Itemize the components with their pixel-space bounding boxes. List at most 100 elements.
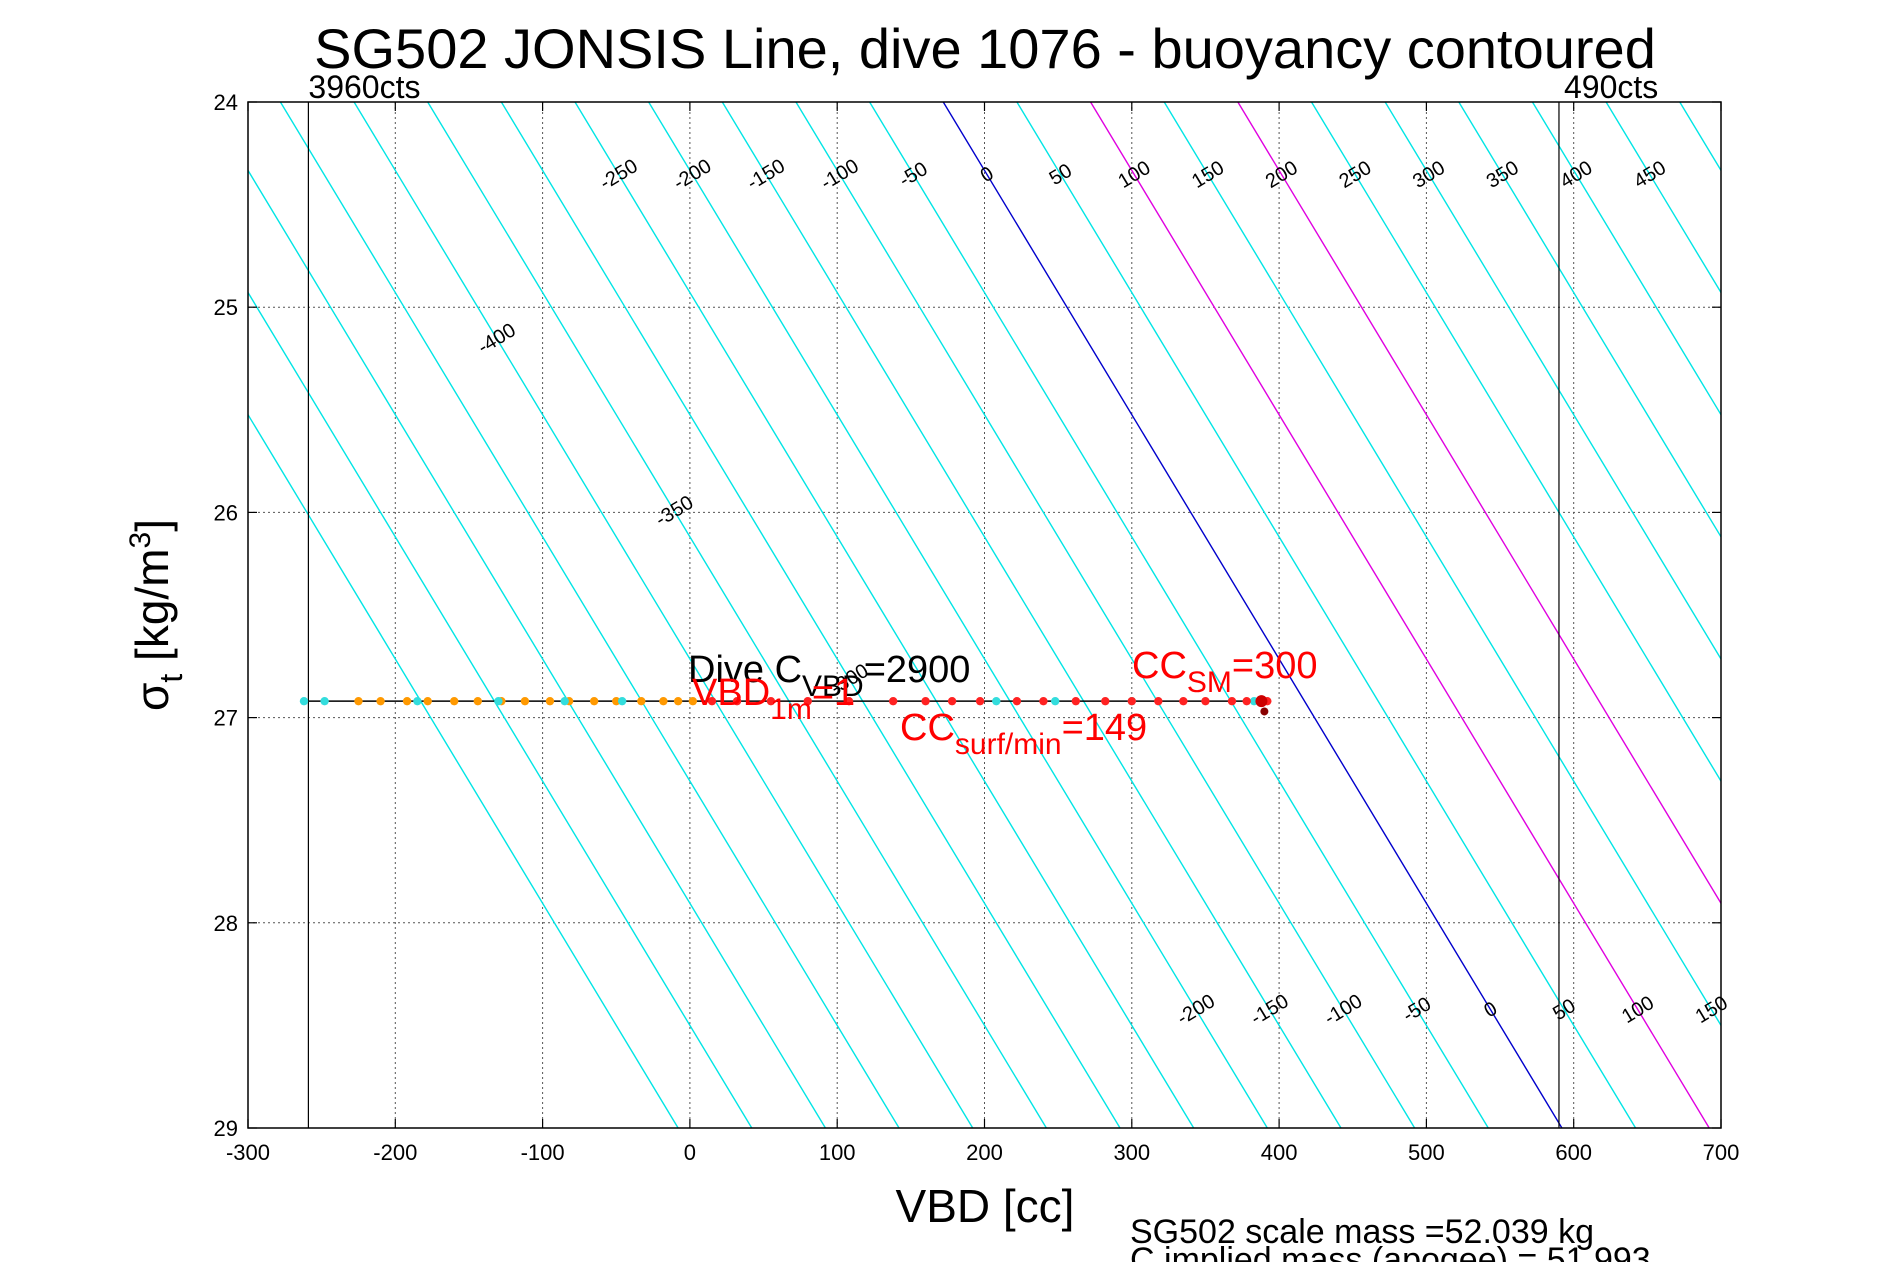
contour-line bbox=[1605, 102, 1721, 294]
dive-point bbox=[803, 696, 812, 706]
contour-line bbox=[1310, 102, 1721, 783]
dive-data bbox=[299, 695, 1272, 716]
dive-point bbox=[1071, 696, 1081, 706]
contour-line bbox=[795, 102, 1416, 1128]
cc-surf-min-annotation: CCsurf/min=149 bbox=[900, 707, 1147, 761]
dive-point bbox=[921, 696, 930, 706]
cc-sm-sub: SM bbox=[1187, 666, 1232, 699]
dive-point bbox=[423, 696, 432, 706]
dive-point bbox=[402, 696, 412, 706]
y-axis-label: σt [kg/m3] bbox=[124, 519, 189, 711]
plot-frame bbox=[247, 101, 1722, 1129]
y-tick-label: 29 bbox=[214, 1116, 238, 1141]
y-label-unit-sup: 3 bbox=[124, 532, 157, 549]
dive-point bbox=[494, 696, 503, 706]
contour-line bbox=[1753, 102, 1891, 1128]
vbd-1m-annotation: VBD1m=1 bbox=[692, 672, 855, 726]
contour-line bbox=[500, 102, 1121, 1128]
contour-line bbox=[353, 102, 974, 1128]
contour-label: 150 bbox=[1188, 157, 1228, 193]
dive-point bbox=[637, 696, 646, 706]
x-tick-label: 200 bbox=[966, 1140, 1003, 1165]
dive-c-vbd-annotation: Dive CVBD=2900 bbox=[688, 649, 970, 703]
contour-line bbox=[248, 291, 753, 1128]
dive-point bbox=[376, 696, 385, 706]
y-label-sub: t bbox=[153, 674, 189, 683]
contour-label: 450 bbox=[1630, 157, 1670, 193]
dive-point bbox=[545, 696, 555, 706]
dive-point bbox=[589, 696, 599, 706]
contour-label: 350 bbox=[1483, 157, 1523, 193]
dive-point bbox=[1179, 696, 1188, 706]
cc-sm-annotation: CCSM=300 bbox=[1132, 645, 1317, 699]
dive-point bbox=[947, 696, 957, 706]
cc-surf-min-sub: surf/min bbox=[955, 728, 1062, 761]
contour-label: 400 bbox=[1556, 157, 1596, 193]
dive-point bbox=[413, 696, 422, 706]
vbd-1m-post: =1 bbox=[812, 672, 855, 714]
y-label-sigma: σ bbox=[126, 683, 178, 711]
contour-label: 50 bbox=[1046, 160, 1076, 190]
x-tick-label: -200 bbox=[373, 1140, 417, 1165]
contour-line bbox=[1237, 102, 1721, 905]
cc-surf-min-post: =149 bbox=[1062, 707, 1148, 749]
apogee-marker bbox=[1260, 707, 1269, 716]
dive-c-sub: VBD bbox=[802, 670, 864, 703]
y-tick-label: 28 bbox=[214, 911, 238, 936]
contour-line bbox=[1827, 102, 1891, 1128]
x-tick-label: 600 bbox=[1555, 1140, 1592, 1165]
dive-point bbox=[1101, 696, 1110, 706]
dive-point bbox=[1242, 696, 1251, 706]
contour-label: -400 bbox=[474, 319, 520, 359]
dive-point bbox=[732, 696, 742, 706]
dive-point bbox=[1227, 696, 1237, 706]
contour-line bbox=[721, 102, 1342, 1128]
cc-surf-min-main: CC bbox=[900, 707, 955, 749]
contour-label: -250 bbox=[596, 155, 642, 195]
contour-line bbox=[248, 169, 827, 1128]
vbd-limit-label: 490cts bbox=[1564, 69, 1658, 105]
contour-line bbox=[427, 102, 1047, 1128]
contour-line bbox=[1163, 102, 1721, 1027]
contour-label: -350 bbox=[652, 492, 698, 532]
dive-point bbox=[320, 696, 329, 706]
contour-line bbox=[942, 102, 1563, 1128]
dive-point bbox=[617, 696, 627, 706]
y-tick-label: 26 bbox=[214, 500, 238, 525]
dive-point bbox=[1127, 696, 1137, 706]
contour-line bbox=[574, 102, 1195, 1128]
dive-point bbox=[673, 696, 683, 706]
contour-line bbox=[1384, 102, 1721, 661]
contour-label: 250 bbox=[1335, 157, 1375, 193]
footer-implied-rest: implied mass (apogee) = 51.993 bbox=[1155, 1241, 1651, 1262]
dive-point bbox=[844, 696, 854, 706]
dive-point bbox=[560, 696, 569, 706]
final-point bbox=[1255, 695, 1268, 708]
contour-line bbox=[648, 102, 1268, 1128]
y-label-unit-pre: [kg/m bbox=[126, 548, 178, 673]
contour-label: -100 bbox=[817, 155, 863, 195]
x-tick-label: -100 bbox=[521, 1140, 565, 1165]
contour-label: 150 bbox=[1692, 992, 1732, 1028]
y-tick-label: 27 bbox=[214, 706, 238, 731]
x-tick-label: 300 bbox=[1113, 1140, 1150, 1165]
svg-text:σt [kg/m3]: σt [kg/m3] bbox=[124, 519, 189, 711]
contour-line bbox=[1531, 102, 1721, 417]
contour-line bbox=[1089, 102, 1710, 1128]
dive-point bbox=[688, 696, 698, 706]
dive-point bbox=[1201, 696, 1210, 706]
contour-label: 100 bbox=[1618, 992, 1658, 1028]
x-tick-label: 0 bbox=[684, 1140, 696, 1165]
chart-title: SG502 JONSIS Line, dive 1076 - buoyancy … bbox=[314, 17, 1656, 80]
contour-label: -50 bbox=[895, 158, 931, 192]
dive-c-post: =2900 bbox=[864, 649, 971, 691]
dive-point bbox=[473, 696, 482, 706]
footer-scale-mass: SG502 scale mass =52.039 kg bbox=[1130, 1213, 1594, 1251]
contour-line bbox=[869, 102, 1489, 1128]
cc-sm-main: CC bbox=[1132, 645, 1187, 687]
y-tick-label: 25 bbox=[214, 295, 238, 320]
dive-point bbox=[992, 696, 1001, 706]
dive-point bbox=[1012, 696, 1022, 706]
vbd-1m-sub: 1m bbox=[770, 693, 812, 726]
